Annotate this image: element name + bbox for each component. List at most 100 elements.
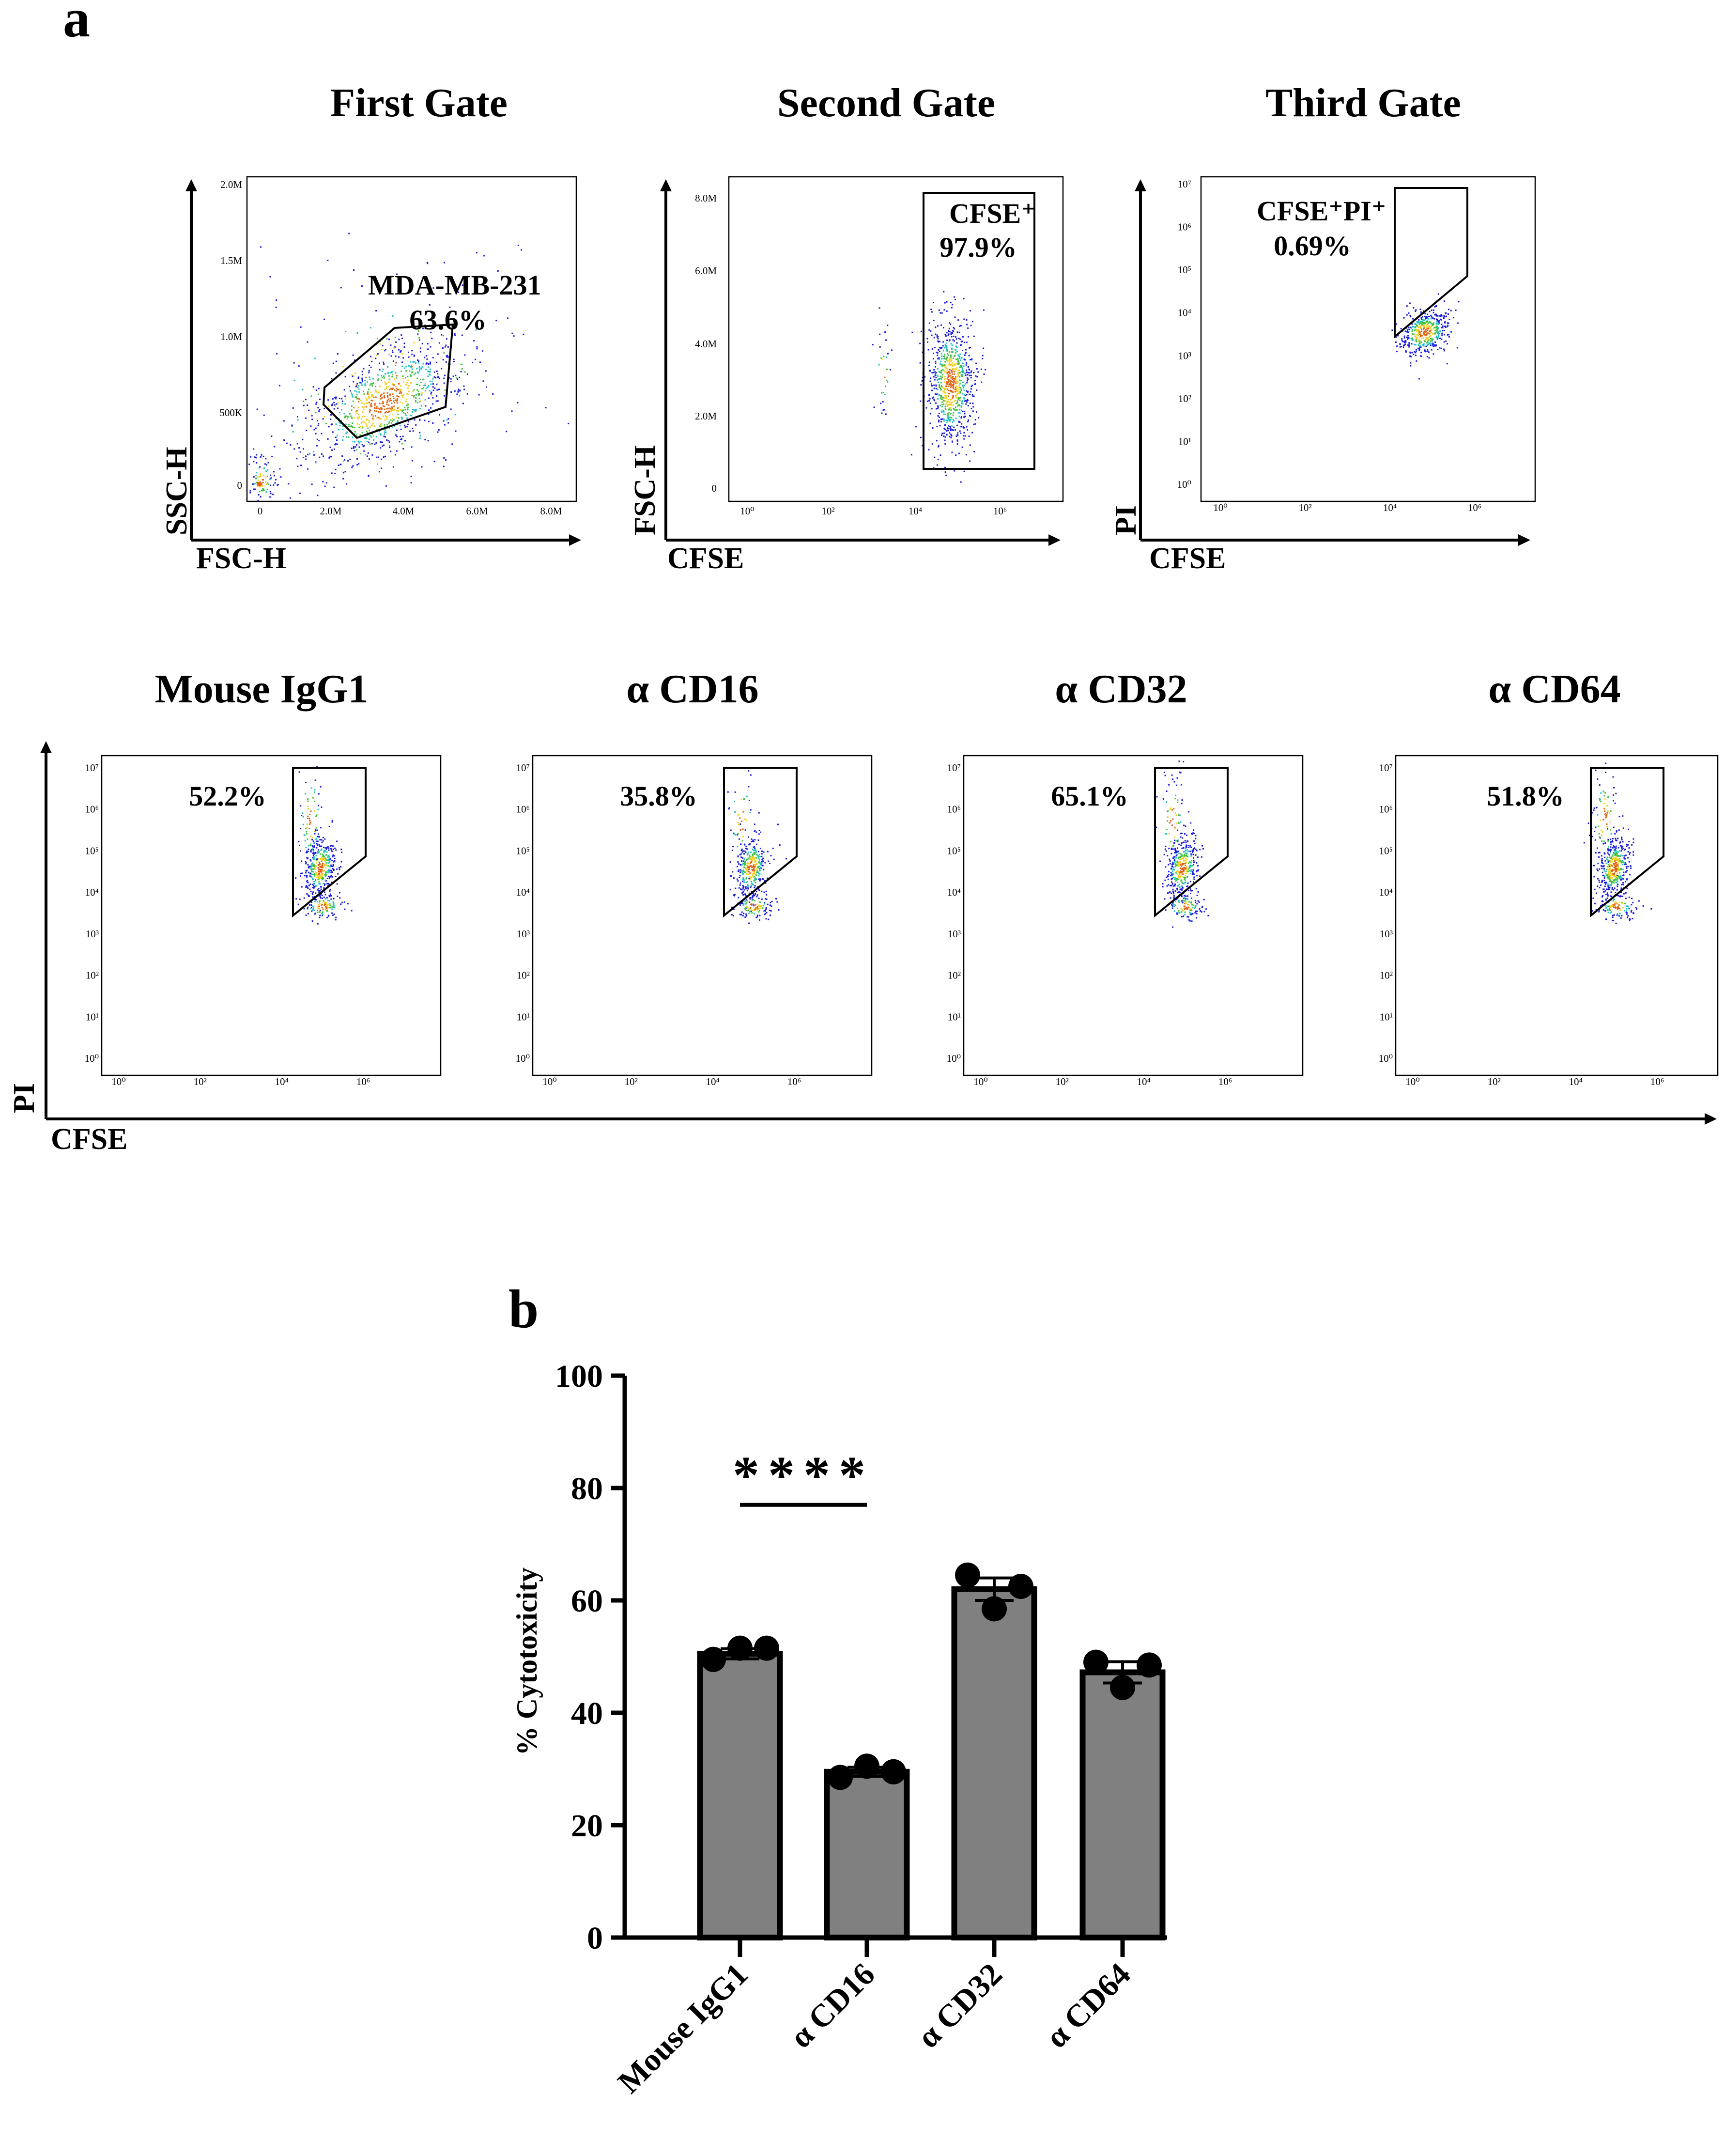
event-dot — [393, 347, 395, 349]
plot-frame — [728, 176, 1064, 502]
event-dot — [1627, 866, 1629, 868]
event-dot — [326, 877, 328, 879]
event-dot — [948, 364, 950, 366]
event-dot — [1628, 828, 1629, 830]
event-dot — [366, 441, 368, 443]
event-dot — [1619, 841, 1621, 843]
event-dot — [777, 823, 779, 825]
event-dot — [315, 899, 317, 900]
event-dot — [1420, 346, 1422, 348]
event-dot — [943, 428, 945, 430]
second-gate-plot: CFSE⁺ 97.9% 0 2.0M 4.0M 6.0M 8.0M 10⁰ 10… — [629, 176, 1064, 575]
event-dot — [1414, 351, 1416, 353]
event-dot — [1177, 799, 1179, 801]
event-dot — [410, 375, 412, 377]
event-dot — [1621, 884, 1623, 885]
event-dot — [352, 396, 354, 398]
event-dot — [935, 372, 937, 373]
event-dot — [325, 862, 327, 864]
event-dot — [956, 409, 958, 411]
event-dot — [958, 338, 960, 340]
event-dot — [314, 357, 316, 359]
event-dot — [1418, 349, 1420, 351]
event-dot — [315, 827, 317, 829]
event-dot — [960, 417, 962, 419]
event-dot — [381, 397, 383, 399]
event-dot — [1593, 807, 1595, 809]
event-dot — [312, 850, 314, 852]
event-dot — [433, 371, 435, 373]
event-dot — [1434, 329, 1436, 331]
event-dot — [283, 420, 285, 422]
x-tick: 10⁰ — [1405, 1076, 1419, 1087]
event-dot — [1607, 796, 1609, 798]
y-tick: 10⁴ — [516, 886, 530, 898]
event-dot — [954, 364, 955, 366]
event-dot — [946, 301, 948, 303]
event-dot — [1185, 895, 1186, 897]
event-dot — [1424, 313, 1426, 315]
event-dot — [315, 880, 317, 882]
event-dot — [926, 338, 928, 340]
y-arrowhead — [185, 179, 197, 191]
event-dot — [254, 456, 256, 458]
event-dot — [1617, 860, 1619, 862]
event-dot — [747, 888, 749, 890]
x-tick: 10⁶ — [993, 505, 1007, 517]
event-dot — [779, 844, 781, 846]
event-dot — [323, 900, 324, 902]
event-dot — [318, 793, 320, 795]
event-dot — [402, 395, 403, 397]
event-dot — [955, 345, 957, 347]
event-dot — [375, 436, 377, 438]
event-dot — [748, 909, 750, 911]
event-dot — [444, 395, 445, 397]
event-dot — [418, 368, 420, 370]
event-dot — [1424, 350, 1426, 352]
event-dot — [1203, 899, 1205, 900]
event-dot — [442, 359, 444, 361]
event-dot — [933, 337, 935, 339]
event-dot — [1197, 900, 1199, 902]
event-dot — [953, 377, 955, 379]
event-dot — [463, 385, 465, 387]
event-dot — [331, 866, 333, 868]
event-dot — [318, 864, 320, 866]
event-dot — [884, 376, 886, 378]
event-dot — [1413, 307, 1415, 309]
event-dot — [1607, 878, 1609, 880]
event-dot — [753, 864, 755, 866]
event-dot — [967, 374, 969, 376]
event-dot — [1445, 340, 1447, 342]
event-dot — [747, 907, 749, 909]
event-dot — [954, 377, 956, 379]
event-dot — [316, 843, 318, 845]
event-dot — [1411, 323, 1413, 325]
event-dot — [1168, 884, 1170, 885]
event-dot — [1600, 884, 1602, 886]
event-dot — [745, 903, 747, 905]
event-dot — [937, 398, 939, 400]
event-dot — [256, 454, 258, 456]
event-dot — [308, 845, 309, 847]
event-dot — [750, 904, 752, 905]
y-tick-label: 0 — [587, 1921, 603, 1956]
event-dot — [1396, 323, 1398, 325]
gate-label: CFSE⁺PI⁺ — [1257, 195, 1386, 227]
event-dot — [941, 387, 943, 388]
event-dot — [1607, 810, 1609, 812]
event-dot — [305, 455, 307, 457]
event-dot — [1166, 885, 1168, 887]
event-dot — [959, 353, 961, 355]
event-dot — [384, 426, 386, 428]
event-dot — [1602, 843, 1604, 845]
event-dot — [376, 338, 378, 340]
event-dot — [303, 401, 305, 402]
event-dot — [303, 908, 305, 910]
event-dot — [1631, 904, 1633, 906]
event-dot — [321, 839, 323, 841]
data-point — [828, 1765, 853, 1790]
event-dot — [1619, 845, 1621, 847]
event-dot — [330, 419, 332, 420]
event-dot — [321, 912, 323, 914]
